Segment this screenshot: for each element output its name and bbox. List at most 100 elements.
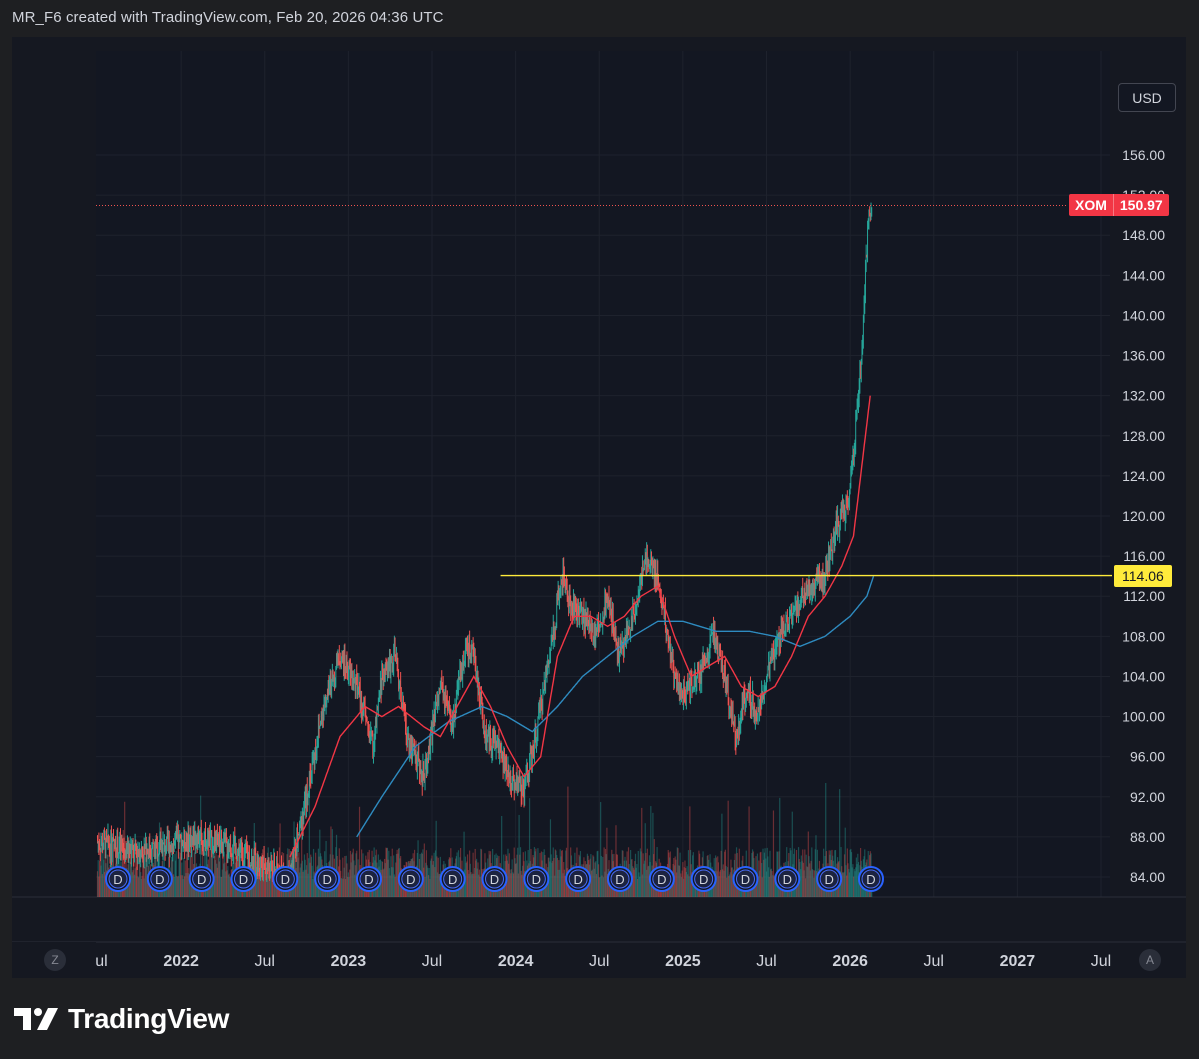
chart-header: MR_F6 created with TradingView.com, Feb … [12, 9, 444, 26]
last-price-tag: XOM 150.97 [1069, 194, 1169, 216]
dividend-marker[interactable]: D [272, 866, 299, 892]
dividend-marker-inner [736, 869, 755, 889]
x-tick-label: Jul [924, 953, 944, 970]
dividend-marker[interactable]: D [105, 866, 131, 892]
dividend-marker[interactable]: D [523, 866, 550, 892]
dividend-marker-label: D [741, 872, 750, 887]
dividend-marker-label: D [615, 872, 624, 887]
y-tick-label: 120.00 [1122, 508, 1165, 524]
dividend-marker-inner [819, 869, 839, 889]
dividend-marker[interactable]: D [732, 866, 759, 892]
dividend-marker[interactable]: D [648, 866, 675, 892]
tradingview-logo: TradingView [14, 1003, 229, 1035]
y-tick-label: 100.00 [1122, 709, 1165, 725]
dividend-marker[interactable]: D [188, 866, 215, 892]
dividend-marker-label: D [113, 872, 122, 887]
y-tick-label: 92.00 [1130, 789, 1165, 805]
dividend-marker-inner [192, 869, 212, 889]
dividend-marker[interactable]: D [146, 866, 173, 892]
moving-averages [96, 204, 1112, 858]
dividend-marker-inner [652, 869, 672, 889]
dividend-marker[interactable]: D [816, 866, 843, 892]
dividend-marker[interactable]: D [690, 866, 717, 892]
dividend-marker-label: D [448, 872, 457, 887]
x-tick-label: 2023 [331, 953, 367, 970]
grid-lines [12, 51, 1186, 943]
x-tick-label: 2024 [498, 953, 534, 970]
dividend-marker-label: D [406, 872, 415, 887]
y-tick-label: 144.00 [1122, 267, 1165, 283]
price-chart[interactable]: D D D D D D D D D D D D D D D D D D D 84.00 88.00 92.00 96.00… [12, 37, 1186, 978]
dividend-marker-inner [359, 869, 379, 889]
dividend-marker[interactable]: D [314, 866, 341, 892]
dividend-marker[interactable]: D [774, 866, 801, 892]
ma-fast-line [289, 395, 871, 858]
dividend-marker-label: D [322, 872, 331, 887]
time-axis[interactable]: Jul 2022 Jul 2023 Jul 2024 Jul 2025 Jul 2026 Jul 20… [12, 942, 1111, 978]
dividend-marker-inner [777, 869, 797, 889]
dividend-marker-label: D [155, 872, 164, 887]
symbol-label: XOM [1069, 194, 1114, 216]
zoom-button[interactable]: Z [44, 949, 66, 971]
price-axis[interactable]: 84.00 88.00 92.00 96.00 100.00 104.00 108.00 11… [1122, 147, 1165, 885]
x-tick-label: Jul [1091, 953, 1111, 970]
dividend-marker-inner [526, 869, 546, 889]
dividend-marker[interactable]: D [397, 866, 424, 892]
dividend-marker-inner [861, 869, 881, 889]
last-price-label: 150.97 [1113, 194, 1169, 216]
y-tick-label: 148.00 [1122, 227, 1165, 243]
y-tick-label: 116.00 [1123, 548, 1165, 564]
y-tick-label: 140.00 [1122, 307, 1165, 323]
dividend-marker-label: D [532, 872, 541, 887]
dividend-marker-inner [401, 869, 421, 889]
dividend-marker-label: D [866, 872, 875, 887]
y-tick-label: 104.00 [1122, 668, 1165, 684]
dividend-marker-label: D [364, 872, 373, 887]
ma-slow-line [356, 575, 875, 838]
dividend-marker-inner [234, 869, 253, 889]
y-tick-label: 88.00 [1130, 829, 1165, 845]
x-tick-label: Jul [255, 953, 275, 970]
x-tick-label: 2022 [163, 953, 199, 970]
dividend-marker[interactable]: D [565, 866, 592, 892]
dividend-marker[interactable]: D [607, 866, 633, 892]
y-tick-label: 128.00 [1122, 428, 1165, 444]
y-tick-label: 124.00 [1122, 468, 1165, 484]
y-tick-label: 108.00 [1122, 628, 1165, 644]
dividend-marker-label: D [699, 872, 708, 887]
price-candles [97, 202, 873, 883]
y-tick-label: 112.00 [1123, 588, 1165, 604]
dividend-marker[interactable]: D [230, 866, 257, 892]
dividend-marker-label: D [239, 872, 248, 887]
dividend-marker-label: D [281, 872, 290, 887]
brand-name: TradingView [68, 1003, 230, 1034]
y-tick-label: 156.00 [1122, 147, 1165, 163]
currency-button[interactable]: USD [1118, 83, 1176, 112]
dividend-marker-label: D [490, 872, 499, 887]
dividend-marker[interactable]: D [439, 866, 466, 892]
dividend-marker[interactable]: D [356, 866, 382, 892]
x-tick-label: Jul [589, 953, 609, 970]
dividend-marker[interactable]: D [858, 866, 884, 892]
y-tick-label: 136.00 [1122, 348, 1165, 364]
dividend-marker-label: D [783, 872, 792, 887]
dividend-marker-label: D [657, 872, 666, 887]
dividend-marker-inner [568, 869, 588, 889]
y-tick-label: 84.00 [1130, 869, 1165, 885]
dividend-marker-inner [108, 869, 128, 889]
x-tick-label: 2027 [1000, 953, 1036, 970]
tradingview-logo-icon [14, 1008, 58, 1030]
dividend-marker-label: D [824, 872, 833, 887]
horizontal-level-tag: 114.06 [1114, 565, 1172, 587]
x-tick-label: 2026 [832, 953, 868, 970]
dividend-marker-inner [275, 869, 295, 889]
x-tick-label: 2025 [665, 953, 701, 970]
y-tick-label: 132.00 [1122, 388, 1165, 404]
y-tick-label: 96.00 [1130, 749, 1165, 765]
dividend-marker-inner [694, 869, 714, 889]
dividend-marker-inner [610, 869, 630, 889]
dividend-marker[interactable]: D [481, 866, 508, 892]
dividend-marker-inner [485, 869, 504, 889]
auto-scale-button[interactable]: A [1139, 949, 1161, 971]
